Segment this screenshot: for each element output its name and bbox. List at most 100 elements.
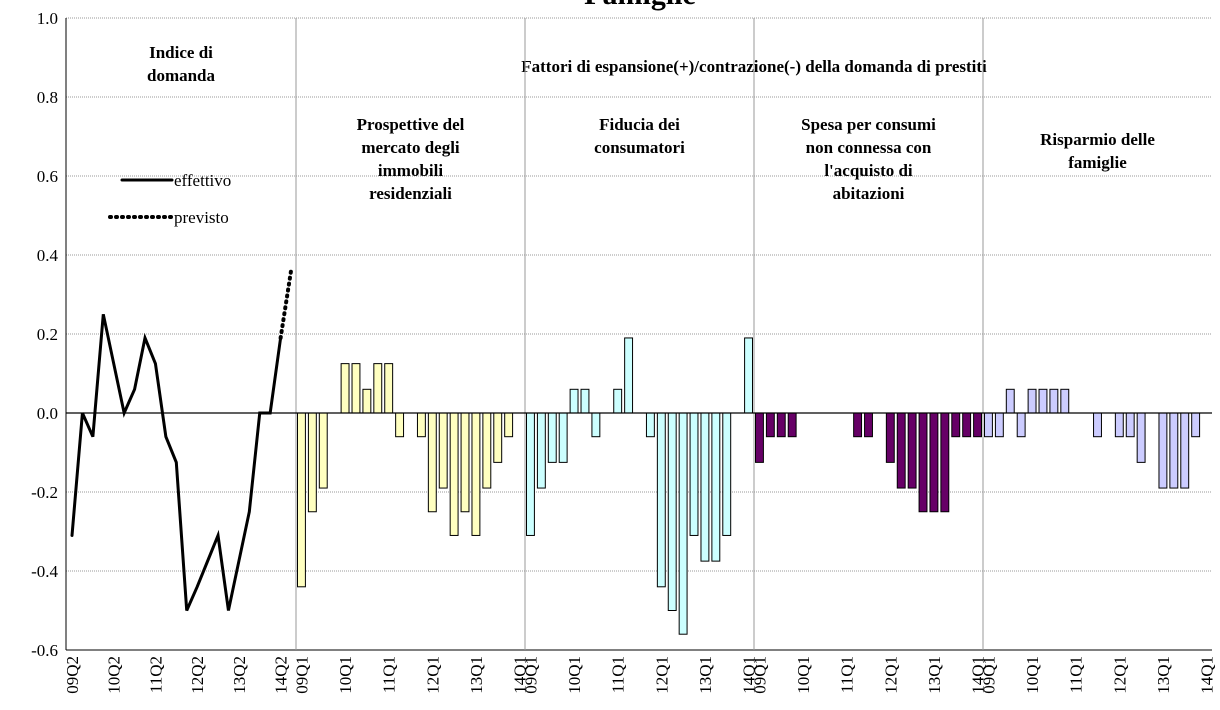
panel-title: Indice di <box>149 43 213 62</box>
panel-title: Fiducia dei <box>599 115 680 134</box>
x-tick-label: 12Q1 <box>1110 656 1129 694</box>
panel-title: domanda <box>147 66 216 85</box>
y-tick-label: 0.6 <box>37 167 58 186</box>
panel-title: famiglie <box>1068 153 1127 172</box>
bar <box>864 412 873 438</box>
x-tick-label: 14Q1 <box>969 656 988 694</box>
bar <box>373 363 383 414</box>
bar <box>951 412 961 438</box>
line-series <box>278 268 294 340</box>
x-tick-label: 09Q1 <box>979 656 998 694</box>
bar <box>885 412 895 463</box>
x-tick-label: 13Q1 <box>1154 656 1173 694</box>
y-tick-label: 1.0 <box>37 9 58 28</box>
bar <box>700 412 710 562</box>
x-tick-label: 12Q1 <box>652 656 671 694</box>
panel-title: Prospettive del <box>357 115 465 134</box>
bar <box>471 412 481 536</box>
bar <box>460 412 470 513</box>
panel-title: consumatori <box>594 138 685 157</box>
bar <box>558 412 568 463</box>
x-tick-label: 11Q1 <box>838 656 857 693</box>
x-tick-label: 11Q2 <box>146 656 165 693</box>
bar <box>493 412 503 463</box>
bar <box>1169 412 1179 489</box>
bar <box>1136 412 1146 463</box>
bar <box>656 412 666 588</box>
x-tick-label: 13Q1 <box>925 656 944 694</box>
bar <box>318 412 328 489</box>
bar <box>744 337 753 414</box>
bar <box>722 412 732 536</box>
bar <box>1180 412 1190 489</box>
bar <box>711 412 721 562</box>
bar <box>504 412 514 438</box>
y-tick-label: -0.2 <box>31 483 58 502</box>
bar <box>297 412 306 588</box>
x-tick-label: 12Q2 <box>188 656 207 694</box>
x-tick-label: 14Q2 <box>272 656 291 694</box>
x-tick-label: 13Q2 <box>230 656 249 694</box>
x-tick-label: 09Q1 <box>521 656 540 694</box>
x-tick-label: 11Q1 <box>609 656 628 693</box>
bar <box>1125 412 1135 438</box>
panel-title: Risparmio delle <box>1040 130 1155 149</box>
legend-label: previsto <box>174 208 229 227</box>
bar <box>1114 412 1124 438</box>
panel-title: Spesa per consumi <box>801 115 936 134</box>
panel-title: non connessa con <box>806 138 932 157</box>
chart-title: Famiglie <box>584 0 696 11</box>
x-tick-label: 10Q1 <box>336 656 355 694</box>
bar <box>536 412 546 489</box>
bar <box>416 412 426 438</box>
bar <box>395 412 405 438</box>
x-tick-label: 13Q1 <box>467 656 486 694</box>
x-tick-label: 11Q1 <box>1067 656 1086 693</box>
panel-title: abitazioni <box>833 184 905 203</box>
bar <box>853 412 863 438</box>
bar <box>984 412 993 438</box>
panel-title: mercato degli <box>361 138 460 157</box>
bar <box>591 412 601 438</box>
bar <box>645 412 655 438</box>
y-tick-label: 0.4 <box>37 246 59 265</box>
x-tick-label: 14Q1 <box>1198 656 1217 694</box>
bar <box>776 412 786 438</box>
bar <box>678 412 688 635</box>
bar <box>1049 388 1059 414</box>
panel-title: l'acquisto di <box>824 161 913 180</box>
bar <box>1005 388 1015 414</box>
bar <box>1027 388 1037 414</box>
bar <box>1060 388 1070 414</box>
bar <box>482 412 492 489</box>
bar <box>962 412 972 438</box>
legend-label: effettivo <box>174 171 231 190</box>
x-tick-label: 14Q1 <box>511 656 530 694</box>
x-tick-label: 10Q1 <box>794 656 813 694</box>
x-tick-label: 10Q1 <box>1023 656 1042 694</box>
bar <box>340 363 350 414</box>
bar <box>896 412 906 489</box>
y-tick-label: -0.6 <box>31 641 58 660</box>
bar <box>438 412 448 489</box>
bar <box>624 337 634 414</box>
bar <box>526 412 535 536</box>
y-tick-label: 0.0 <box>37 404 58 423</box>
bar <box>940 412 950 513</box>
bar <box>427 412 437 513</box>
x-tick-label: 09Q1 <box>750 656 769 694</box>
bar <box>1016 412 1026 438</box>
bar <box>667 412 677 611</box>
bar <box>351 363 361 414</box>
bar <box>1191 412 1201 438</box>
bar <box>580 388 590 414</box>
x-tick-label: 14Q1 <box>740 656 759 694</box>
line-series <box>70 313 283 612</box>
bar <box>1158 412 1168 489</box>
bar <box>755 412 764 463</box>
y-tick-label: -0.4 <box>31 562 58 581</box>
x-tick-label: 12Q1 <box>423 656 442 694</box>
bar <box>362 388 372 414</box>
x-tick-label: 09Q2 <box>63 656 82 694</box>
